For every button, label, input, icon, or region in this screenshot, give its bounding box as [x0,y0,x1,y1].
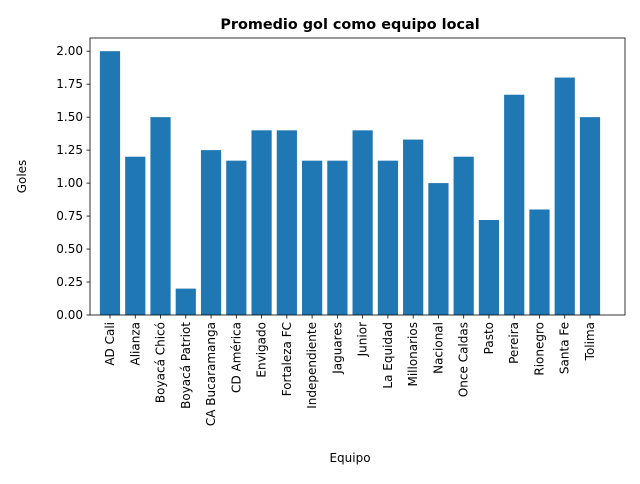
y-tick-label: 0.75 [56,209,83,223]
y-axis-label: Goles [15,160,29,194]
bar [200,150,222,315]
bar [529,209,550,315]
x-tick-label: Boyacá Chicó [154,322,168,403]
bar [579,117,601,315]
chart-title: Promedio gol como equipo local [220,17,479,33]
x-tick-label: CA Bucaramanga [204,322,218,426]
bar [453,156,474,315]
y-tick-label: 1.25 [56,143,83,157]
x-tick-label: Envigado [255,322,269,378]
y-tick-label: 1.75 [56,77,83,91]
bar [428,183,449,315]
x-tick-label: Alianza [128,322,142,366]
bar [352,130,373,315]
bar [302,160,323,315]
x-tick-label: Jaguares [330,322,344,375]
x-tick-label: Nacional [431,322,445,374]
x-tick-label: Junior [356,322,370,357]
x-tick-label: Rionegro [532,322,546,376]
bar [99,51,121,315]
bar [175,288,196,315]
y-axis: 0.00 0.25 0.50 0.75 1.00 1.25 1.50 1.75 2.00 [56,44,90,322]
bar [276,130,297,315]
bar [554,77,575,315]
bar [251,130,272,315]
bar [377,160,398,315]
x-tick-label: Pereira [507,322,521,364]
x-tick-label: CD América [229,322,243,393]
bar [226,160,247,315]
y-tick-label: 2.00 [56,44,83,58]
x-axis-label: Equipo [329,451,370,465]
bars-group [99,51,601,315]
bar [125,156,146,315]
x-tick-label: La Equidad [381,322,395,389]
bar [478,220,500,315]
x-tick-label: AD Cali [103,322,117,366]
bar [403,139,424,315]
bar [150,117,171,315]
x-tick-label: Santa Fe [558,322,572,374]
x-tick-label: Once Caldas [457,322,471,397]
x-tick-label: Pasto [482,322,496,354]
x-tick-label: Fortaleza FC [280,322,294,396]
x-tick-label: Tolima [583,322,597,361]
y-tick-label: 1.00 [56,176,83,190]
bar [504,94,525,315]
x-tick-label: Boyacá Patriot [179,322,193,409]
x-tick-label: Independiente [305,322,319,409]
y-tick-label: 0.25 [56,275,83,289]
y-tick-label: 0.00 [56,308,83,322]
x-axis: AD Cali Alianza Boyacá Chicó Boyacá Patriot… [103,315,597,426]
bar [327,160,348,315]
y-tick-label: 0.50 [56,242,83,256]
y-tick-label: 1.50 [56,110,83,124]
plot-frame [89,37,626,316]
x-tick-label: Millonarios [406,322,420,387]
